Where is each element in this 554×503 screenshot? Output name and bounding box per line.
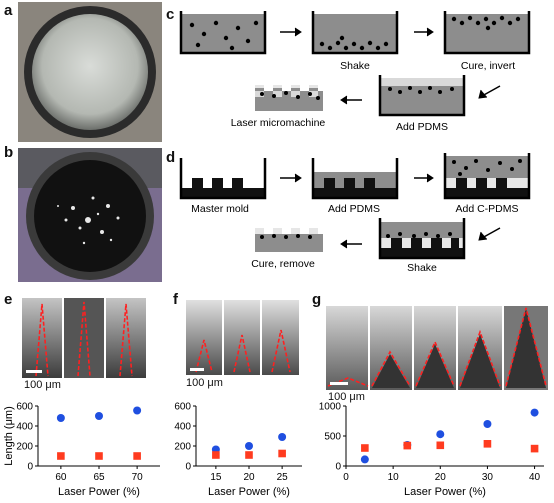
x-tick-label: 10 [388, 472, 400, 483]
d-step5-cure-remove [255, 228, 323, 252]
y-tick-label: 600 [174, 402, 191, 413]
data-point-square [57, 452, 65, 460]
photo-a-pdms-disk [18, 2, 162, 142]
data-point-circle [95, 412, 103, 420]
panel-label-f: f [173, 291, 178, 308]
data-point-square [245, 451, 253, 459]
c-shake-label: Shake [340, 60, 370, 72]
axis-line [345, 406, 544, 467]
data-point-square [133, 452, 141, 460]
panel-label-e: e [4, 291, 13, 308]
y-tick-label: 0 [335, 462, 341, 473]
c-add-pdms-label: Add PDMS [396, 121, 448, 133]
d-add-pdms-label: Add PDMS [328, 203, 380, 215]
scalebar-g-label: 100 μm [328, 391, 365, 403]
panel-label-a: a [4, 2, 13, 19]
data-point-circle [436, 430, 445, 439]
data-point-circle [56, 414, 65, 422]
x-tick-label: 0 [343, 472, 349, 483]
x-tick-label: 15 [210, 472, 222, 483]
x-tick-label: 60 [55, 472, 67, 483]
d-add-cpdms-label: Add C-PDMS [455, 203, 518, 215]
data-point-circle [245, 442, 253, 450]
x-tick-label: 30 [482, 472, 494, 483]
d-cure-label: Cure, remove [251, 258, 315, 270]
micrograph-g [326, 306, 548, 390]
y-tick-label: 1000 [319, 402, 342, 413]
d-step4-shake [378, 218, 466, 260]
d-step2-add-pdms [311, 158, 399, 200]
data-point-circle [360, 455, 369, 464]
c-step4-container [378, 75, 466, 117]
micrograph-f [186, 300, 299, 375]
data-point-square [530, 444, 539, 453]
schematic-c: Shake Cure, invert Add PDMS Laser microm… [179, 11, 531, 133]
c-step3-container [443, 11, 531, 55]
d-master-label: Master mold [191, 203, 249, 215]
chart-g: 0 500 1000 0 10 20 30 40 Laser Power (%) [319, 402, 544, 498]
x-axis-label: Laser Power (%) [208, 486, 290, 498]
c-step1-container [179, 11, 267, 55]
x-tick-label: 25 [277, 472, 289, 483]
y-axis-label: Length (μm) [3, 406, 15, 466]
scalebar-e-label: 100 μm [24, 379, 61, 391]
y-tick-label: 200 [16, 442, 33, 453]
data-point-square [95, 452, 103, 460]
x-tick-label: 20 [435, 472, 447, 483]
y-tick-label: 600 [16, 402, 33, 413]
c-step2-container [311, 11, 399, 55]
chart-f: 0 200 400 600 15 20 25 Laser Power (%) [174, 402, 302, 498]
c-cure-label: Cure, invert [461, 60, 515, 72]
scalebar-f-label: 100 μm [186, 377, 223, 389]
y-tick-label: 400 [174, 422, 191, 433]
data-point-square [278, 449, 286, 458]
panel-label-c: c [166, 6, 175, 23]
y-tick-label: 200 [174, 442, 191, 453]
data-point-circle [483, 420, 492, 428]
data-point-circle [133, 406, 142, 415]
panel-label-g: g [312, 291, 322, 308]
c-laser-label: Laser micromachine [231, 117, 326, 129]
d-step1-master-mold [179, 158, 267, 200]
x-tick-label: 65 [93, 472, 105, 483]
data-point-circle [530, 408, 539, 417]
photo-b-cpdms-disk [18, 148, 162, 282]
data-point-square [403, 441, 412, 450]
y-tick-label: 0 [185, 462, 191, 473]
y-tick-label: 0 [27, 462, 33, 473]
micrograph-e [22, 298, 146, 378]
x-axis-label: Laser Power (%) [58, 486, 140, 498]
data-point-circle [278, 433, 287, 441]
data-point-square [436, 441, 445, 450]
schematic-d: Master mold Add PDMS Add C-PDMS Shake Cu… [179, 153, 531, 274]
y-tick-label: 500 [324, 432, 341, 443]
x-tick-label: 70 [132, 472, 144, 483]
y-tick-label: 400 [16, 422, 33, 433]
chart-e: 0 200 400 600 60 65 70 Laser Power (%) Length (μ… [3, 402, 160, 498]
panel-label-d: d [166, 149, 176, 166]
data-point-square [483, 440, 492, 448]
d-step3-add-cpdms [443, 153, 531, 200]
data-point-square [361, 444, 369, 452]
panel-label-b: b [4, 144, 14, 161]
d-shake-label: Shake [407, 262, 437, 274]
x-tick-label: 40 [529, 472, 541, 483]
data-point-square [212, 451, 220, 459]
c-step5-micromachined [255, 85, 323, 111]
x-axis-label: Laser Power (%) [404, 486, 486, 498]
x-tick-label: 20 [243, 472, 255, 483]
